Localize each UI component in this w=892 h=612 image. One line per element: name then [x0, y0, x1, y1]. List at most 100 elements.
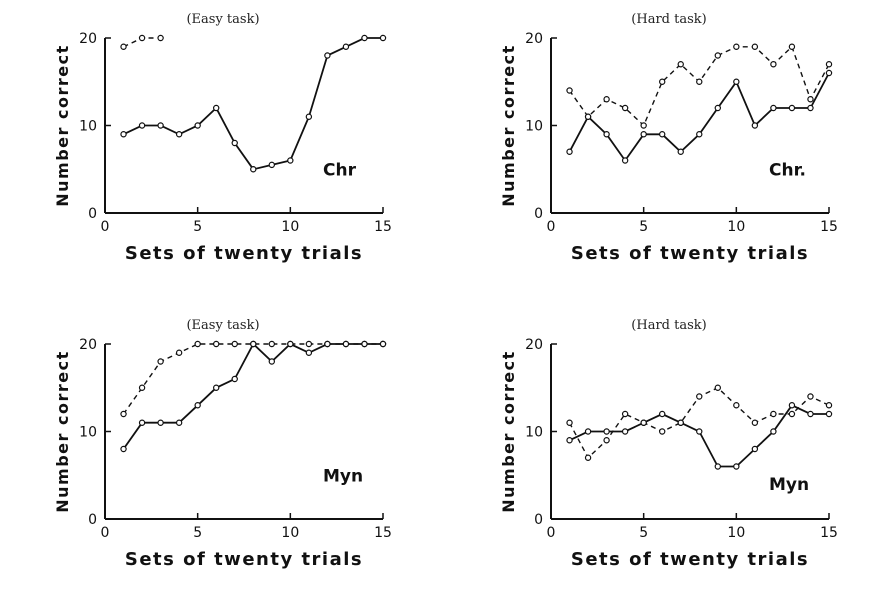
- data-point: [770, 410, 777, 418]
- data-point: [566, 419, 573, 426]
- data-point: [287, 157, 294, 164]
- data-point: [194, 340, 201, 348]
- x-tick-label: 0: [101, 219, 110, 235]
- data-point: [342, 340, 350, 348]
- data-point: [584, 454, 592, 461]
- data-point: [603, 131, 610, 138]
- data-point: [268, 340, 275, 348]
- x-tick-label: 10: [727, 219, 745, 235]
- x-tick-label: 15: [820, 219, 838, 235]
- data-point: [268, 161, 275, 169]
- data-point: [751, 122, 759, 129]
- data-point: [621, 104, 629, 112]
- data-point: [305, 113, 313, 120]
- data-point: [194, 402, 201, 409]
- data-point: [138, 122, 146, 129]
- y-tick-label: 0: [534, 512, 543, 528]
- x-axis-label: Sets of twenty trials: [571, 243, 809, 264]
- chart-svg: 0 5 10 15 0 10 20 Sets of twenty trials Number c…: [53, 31, 392, 264]
- data-point: [751, 419, 759, 426]
- data-point: [175, 419, 183, 426]
- data-point: [714, 384, 721, 391]
- data-point: [696, 428, 703, 435]
- x-tick-label: 15: [374, 525, 392, 541]
- data-point: [324, 52, 331, 59]
- dashed-series-line: [122, 343, 383, 415]
- data-point: [566, 148, 573, 155]
- subject-label: Myn: [323, 466, 363, 486]
- data-point: [566, 437, 573, 444]
- data-point: [714, 52, 721, 59]
- x-tick-label: 10: [727, 525, 745, 541]
- data-point: [640, 419, 647, 426]
- data-point: [788, 43, 796, 50]
- data-point: [250, 166, 257, 173]
- data-point: [212, 340, 220, 348]
- data-point: [305, 349, 313, 356]
- data-point: [658, 78, 666, 85]
- data-point: [788, 410, 796, 418]
- chart-svg: 0 5 10 15 0 10 20 Sets of twenty trials Number c…: [499, 31, 838, 264]
- data-point: [807, 410, 814, 418]
- data-point: [788, 104, 796, 112]
- y-tick-label: 10: [79, 119, 97, 135]
- y-axis-label: Number correct: [499, 44, 518, 206]
- data-point: [621, 428, 629, 435]
- y-axis-label: Number correct: [53, 44, 72, 206]
- data-point: [788, 402, 796, 409]
- x-tick-label: 5: [639, 525, 648, 541]
- data-point: [584, 113, 592, 120]
- data-point: [120, 43, 127, 50]
- y-tick-label: 10: [525, 119, 543, 135]
- y-tick-label: 0: [88, 206, 97, 222]
- data-point: [696, 131, 703, 138]
- data-point: [250, 340, 257, 348]
- data-point: [677, 61, 684, 68]
- data-point: [825, 402, 833, 409]
- data-point: [231, 375, 238, 383]
- data-point: [120, 410, 127, 418]
- data-point: [621, 157, 629, 164]
- x-tick-label: 10: [281, 525, 299, 541]
- data-point: [157, 122, 164, 129]
- y-tick-label: 0: [88, 512, 97, 528]
- solid-series-line: [568, 72, 830, 163]
- data-point: [640, 122, 647, 129]
- data-point: [212, 384, 220, 391]
- data-point: [138, 419, 146, 426]
- dashed-series-line: [568, 45, 830, 127]
- data-point: [175, 349, 183, 356]
- data-point: [770, 104, 777, 112]
- data-point: [231, 340, 238, 348]
- chart-title: (Easy task): [186, 318, 260, 333]
- data-point: [138, 384, 146, 391]
- data-point: [733, 402, 740, 409]
- x-axis-label: Sets of twenty trials: [571, 549, 809, 570]
- x-tick-label: 10: [281, 219, 299, 235]
- chart-panel-4: (Hard task) 0 5 10 15 0 10 20 Sets of twenty tr…: [446, 306, 892, 612]
- data-point: [157, 419, 164, 426]
- x-tick-label: 0: [547, 525, 556, 541]
- data-point: [714, 104, 721, 112]
- data-point: [379, 340, 387, 348]
- data-point: [603, 428, 610, 435]
- subject-label: Myn: [769, 475, 809, 495]
- data-point: [361, 340, 368, 348]
- data-point: [770, 428, 777, 435]
- chart-title: (Hard task): [631, 318, 707, 333]
- data-point: [324, 340, 331, 348]
- data-point: [342, 43, 350, 50]
- x-tick-label: 5: [193, 219, 202, 235]
- chart-svg: 0 5 10 15 0 10 20 Sets of twenty trials Number c…: [499, 337, 838, 570]
- chart-title: (Hard task): [631, 12, 707, 27]
- y-tick-label: 10: [79, 425, 97, 441]
- data-point: [194, 122, 201, 129]
- subject-label: Chr.: [769, 160, 806, 180]
- y-axis-label: Number correct: [499, 350, 518, 512]
- data-point: [584, 428, 592, 435]
- data-point: [733, 43, 740, 50]
- data-point: [733, 463, 740, 470]
- data-point: [658, 131, 666, 138]
- x-tick-label: 0: [101, 525, 110, 541]
- data-point: [212, 104, 220, 112]
